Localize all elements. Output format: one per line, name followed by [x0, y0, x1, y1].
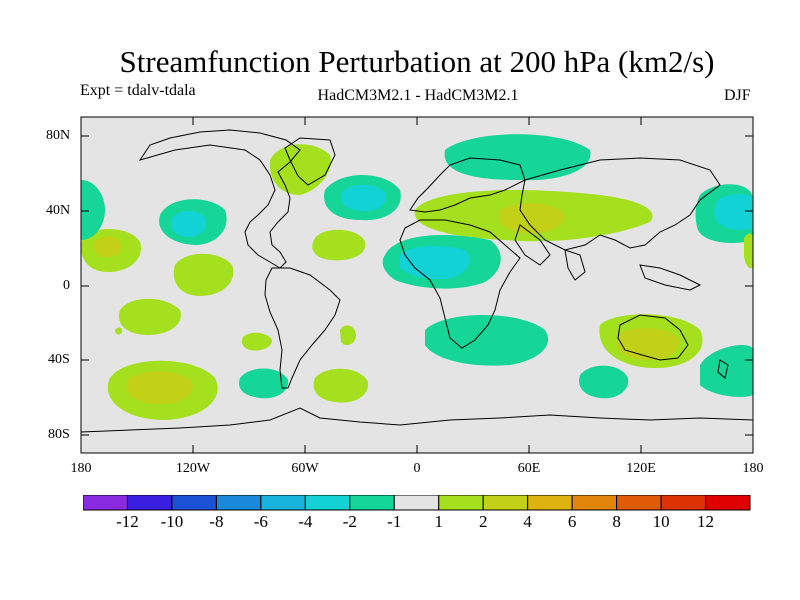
colorbar-label: -10 — [160, 512, 184, 531]
coast-new-zealand — [717, 359, 729, 379]
contour-positive-small-b — [340, 325, 356, 346]
y-label-40n: 40N — [46, 203, 71, 218]
colorbar-swatch — [349, 495, 395, 511]
coast-indonesia — [639, 264, 702, 291]
colorbar-swatch — [171, 495, 217, 511]
coast-south-america — [264, 267, 341, 389]
contour-negative-natlantic-core — [340, 184, 387, 212]
coast-greenland — [284, 137, 336, 186]
colorbar-swatch — [527, 495, 573, 511]
x-label-60w: 60W — [291, 461, 319, 476]
x-label-180e: 180 — [742, 461, 764, 476]
contour-positive-caribbean — [312, 229, 366, 261]
colorbar-swatch — [83, 495, 128, 511]
coast-australia — [617, 314, 689, 361]
colorbar-label: 6 — [567, 512, 577, 531]
contour-negative-siberia — [444, 134, 591, 181]
colorbar-swatch — [482, 495, 529, 511]
season-label: DJF — [724, 87, 751, 104]
colorbar-label: -6 — [253, 512, 268, 531]
x-label-60e: 60E — [517, 461, 541, 476]
colorbar-swatch — [304, 495, 351, 511]
y-label-40s: 40S — [48, 352, 70, 367]
x-label-0: 0 — [413, 461, 421, 476]
colorbar-swatch — [260, 495, 306, 511]
colorbar-label: -4 — [298, 512, 313, 531]
coast-europe — [409, 157, 526, 213]
coast-north-america — [138, 129, 301, 269]
colorbar-swatch — [393, 495, 440, 511]
contour-positive-satl-south — [313, 368, 369, 403]
colorbar-label: 2 — [478, 512, 488, 531]
y-label-80n: 80N — [46, 128, 71, 143]
contour-positive-npac-core — [94, 236, 123, 258]
coast-arabia — [514, 224, 551, 266]
contour-positive-right-edge — [744, 233, 753, 269]
colorbar-swatch — [616, 495, 662, 511]
colorbar-label: -12 — [116, 512, 139, 531]
colorbar-label: 10 — [652, 512, 670, 531]
contour-positive-small-c — [115, 327, 123, 335]
colorbar-label: 12 — [697, 512, 715, 531]
coast-asia — [519, 157, 721, 251]
colorbar-swatch — [215, 495, 262, 511]
contour-negative-wpac-right-core — [714, 194, 753, 230]
colorbar-swatch — [660, 495, 707, 511]
coast-india — [564, 249, 586, 281]
contour-negative-tatlantic-core — [400, 245, 471, 280]
contour-positive-sepac — [118, 298, 181, 335]
contour-negative-satlantic — [425, 315, 549, 366]
colorbar-label: -1 — [387, 512, 402, 531]
coast-antarctica — [81, 407, 753, 433]
y-label-80s: 80S — [48, 427, 70, 442]
contour-positive-mideast-core — [498, 203, 566, 234]
colorbar-label: -8 — [209, 512, 224, 531]
experiment-label: Expt = tdalv-tdala — [80, 82, 196, 99]
contour-positive-australia-core — [616, 327, 679, 360]
contour-negative-wpac-left — [81, 180, 105, 240]
colorbar-swatch — [438, 495, 484, 511]
contour-positive-greenland — [269, 144, 331, 195]
y-label-0: 0 — [63, 278, 70, 293]
colorbar-label: 4 — [523, 512, 532, 531]
contour-positive-epac — [173, 253, 234, 296]
plot-title: Streamfunction Perturbation at 200 hPa (… — [119, 44, 715, 79]
colorbar-swatch — [126, 495, 173, 511]
colorbar-swatch — [705, 495, 751, 511]
contour-positive-small-a — [241, 332, 272, 351]
colorbar-swatch — [571, 495, 618, 511]
colorbar-label: 8 — [612, 512, 621, 531]
coast-africa — [399, 219, 521, 349]
x-label-180w: 180 — [70, 461, 92, 476]
colorbar-label: -2 — [342, 512, 357, 531]
contour-negative-sindian — [579, 365, 629, 399]
contour-negative-npac-east-core — [170, 210, 207, 238]
contour-negative-drake — [239, 368, 289, 399]
contour-positive-spac-core — [126, 371, 193, 404]
y-ticks — [81, 135, 753, 436]
x-label-120w: 120W — [175, 461, 211, 476]
colorbar — [83, 495, 751, 511]
contour-fields — [81, 134, 753, 420]
colorbar-label: 1 — [434, 512, 443, 531]
coastlines — [81, 129, 753, 433]
x-label-120e: 120E — [626, 461, 656, 476]
x-ticks — [80, 117, 754, 453]
model-label: HadCM3M2.1 - HadCM3M2.1 — [317, 87, 519, 104]
